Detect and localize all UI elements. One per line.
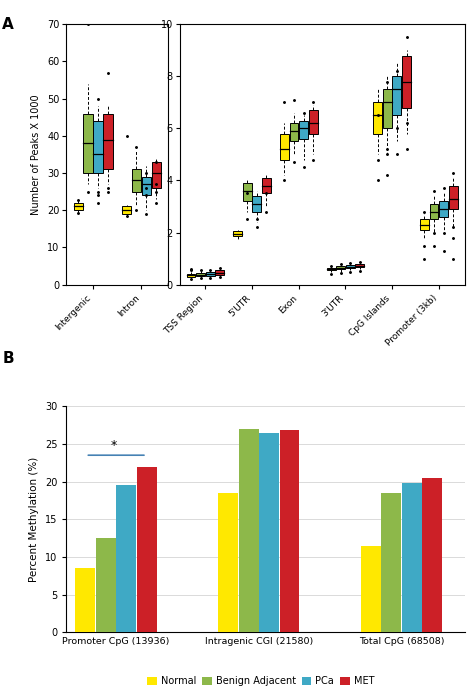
Bar [75, 569, 95, 632]
Bar [132, 170, 141, 192]
Bar [215, 270, 224, 275]
Bar [290, 123, 299, 141]
Bar [243, 183, 252, 202]
Bar [374, 102, 382, 133]
Bar [233, 231, 242, 236]
Bar [392, 76, 401, 115]
Bar [336, 266, 345, 270]
Bar [439, 202, 448, 217]
Bar [103, 113, 112, 170]
Bar [83, 113, 92, 173]
Bar [383, 90, 392, 129]
Bar [449, 186, 457, 209]
Text: B: B [2, 351, 14, 366]
Bar [117, 485, 137, 632]
Text: *: * [111, 439, 117, 452]
Text: A: A [2, 17, 14, 33]
Bar [402, 483, 422, 632]
Bar [402, 56, 411, 108]
Bar [142, 177, 151, 195]
Bar [259, 432, 279, 632]
Bar [299, 121, 308, 139]
Bar [327, 268, 336, 270]
Bar [253, 196, 261, 212]
Bar [137, 466, 157, 632]
Y-axis label: Percent Methylation (%): Percent Methylation (%) [29, 457, 39, 582]
Bar [152, 162, 161, 188]
Bar [356, 264, 364, 268]
Y-axis label: Number of Peaks X 1000: Number of Peaks X 1000 [31, 94, 42, 215]
Bar [280, 133, 289, 160]
Bar [381, 493, 401, 632]
Bar [309, 111, 318, 133]
Bar [280, 430, 300, 632]
Legend: Normal, Benign Adjacent, PCa, MET: Normal, Benign Adjacent, PCa, MET [144, 672, 378, 690]
Bar [96, 538, 116, 632]
Bar [420, 220, 429, 230]
Bar [429, 204, 438, 220]
Bar [346, 265, 355, 268]
Bar [73, 203, 82, 210]
Bar [187, 274, 195, 277]
Bar [361, 546, 381, 632]
Bar [196, 272, 205, 276]
Bar [238, 429, 258, 632]
Bar [218, 493, 238, 632]
Bar [262, 178, 271, 193]
Bar [122, 206, 131, 214]
Bar [206, 272, 215, 276]
Bar [422, 478, 442, 632]
Bar [93, 121, 102, 173]
